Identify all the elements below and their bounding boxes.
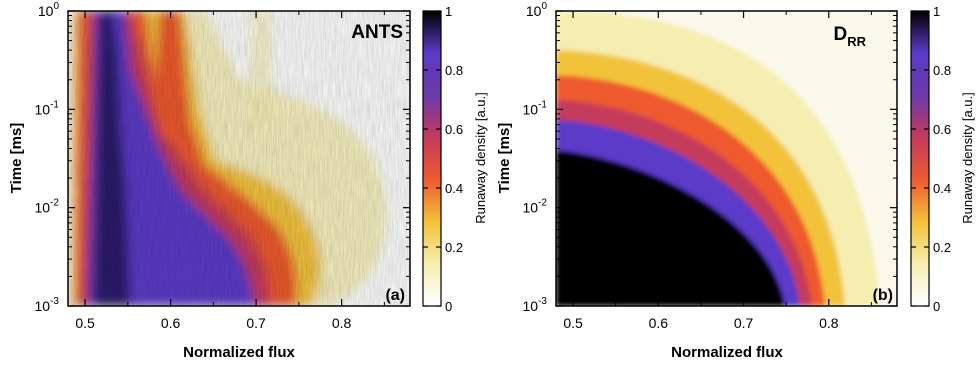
x-tick-label-b: 0.6 — [649, 315, 669, 331]
x-tick-label-b: 0.7 — [734, 315, 754, 331]
x-tick-label-a: 0.5 — [75, 315, 95, 331]
colorbar-tick-label-b: 0.8 — [933, 63, 951, 78]
colorbar-a — [422, 10, 442, 307]
colorbar-tick-label-b: 0.2 — [933, 240, 951, 255]
y-tick-label-a: 10-2 — [35, 198, 60, 216]
panel-title-b-sub: RR — [847, 34, 866, 49]
panel-a: 0.5 0.6 0.7 0.8 10-3 10-2 10-1 100 ANTS (a) Nor… — [8, 1, 488, 361]
panel-b: 0.5 0.6 0.7 0.8 10-3 10-2 10-1 100 DRR (b) Norm… — [496, 1, 975, 361]
colorbar-tick-label-b: 0.4 — [933, 181, 951, 196]
panel-title-b-main: D — [833, 24, 847, 45]
colorbar-label-b: Runaway density [a.u.] — [960, 92, 975, 224]
colorbar-tick-label-b: 0.6 — [933, 122, 951, 137]
y-tick-label-a: 10-1 — [35, 99, 60, 117]
x-axis-label-b: Normalized flux — [671, 344, 783, 361]
x-axis-label-a: Normalized flux — [183, 344, 295, 361]
x-tick-label-a: 0.6 — [161, 315, 181, 331]
plot-frame-a — [67, 10, 411, 307]
heatmap-a — [68, 11, 410, 306]
panel-title-b: DRR — [833, 24, 866, 49]
y-tick-label-a: 10-3 — [35, 296, 60, 314]
y-axis-label-a: Time [ms] — [8, 123, 25, 194]
colorbar-label-a: Runaway density [a.u.] — [473, 92, 488, 224]
x-tick-label-b: 0.5 — [563, 315, 583, 331]
colorbar-tick-label-a: 1 — [445, 4, 452, 19]
y-tick-label-a: 100 — [38, 1, 60, 19]
colorbar-tick-label-b: 1 — [933, 4, 940, 19]
panel-title-a: ANTS — [351, 22, 403, 43]
heatmap-b — [556, 11, 897, 306]
plot-frame-b — [555, 10, 898, 307]
y-tick-label-b: 100 — [526, 1, 548, 19]
y-tick-label-b: 10-1 — [523, 99, 548, 117]
y-axis-label-b: Time [ms] — [496, 123, 513, 194]
colorbar-tick-label-a: 0.2 — [445, 240, 463, 255]
colorbar-tick-label-a: 0.8 — [445, 63, 463, 78]
axes-a: 0.5 0.6 0.7 0.8 10-3 10-2 10-1 100 — [35, 1, 410, 331]
y-tick-label-b: 10-2 — [523, 198, 548, 216]
colorbar-tick-label-b: 0 — [933, 299, 940, 314]
y-tick-label-b: 10-3 — [523, 296, 548, 314]
colorbar-tick-label-a: 0.4 — [445, 181, 463, 196]
colorbar-tick-label-a: 0.6 — [445, 122, 463, 137]
panel-label-b: (b) — [873, 287, 893, 304]
x-tick-label-a: 0.8 — [332, 315, 352, 331]
x-tick-label-a: 0.7 — [246, 315, 266, 331]
colorbar-b — [910, 10, 930, 307]
x-tick-label-b: 0.8 — [819, 315, 839, 331]
panel-label-a: (a) — [385, 287, 405, 304]
colorbar-tick-label-a: 0 — [445, 299, 452, 314]
colorbar-ticks-b: 0 0.2 0.4 0.6 0.8 1 — [911, 4, 951, 314]
colorbar-ticks-a: 0 0.2 0.4 0.6 0.8 1 — [423, 4, 463, 314]
axes-b: 0.5 0.6 0.7 0.8 10-3 10-2 10-1 100 — [523, 1, 897, 331]
